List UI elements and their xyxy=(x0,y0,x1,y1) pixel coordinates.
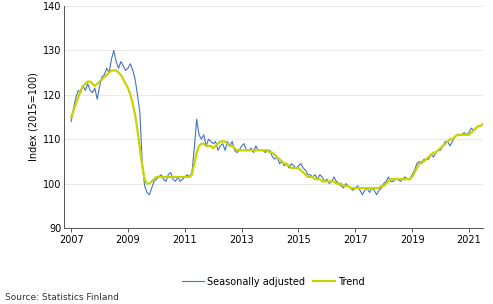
Seasonally adjusted xyxy=(68,120,74,123)
Seasonally adjusted xyxy=(341,186,347,190)
Trend xyxy=(348,186,353,190)
Seasonally adjusted xyxy=(307,173,313,177)
Text: Source: Statistics Finland: Source: Statistics Finland xyxy=(5,293,119,302)
Seasonally adjusted xyxy=(85,82,91,85)
Trend xyxy=(305,175,311,179)
Line: Seasonally adjusted: Seasonally adjusted xyxy=(71,50,493,195)
Seasonally adjusted xyxy=(111,49,117,52)
Trend xyxy=(463,133,469,136)
Trend xyxy=(108,69,114,72)
Seasonally adjusted xyxy=(277,162,282,165)
Line: Trend: Trend xyxy=(71,71,493,188)
Seasonally adjusted xyxy=(463,133,469,136)
Y-axis label: Index (2015=100): Index (2015=100) xyxy=(29,73,38,161)
Trend xyxy=(85,80,91,83)
Seasonally adjusted xyxy=(146,193,152,196)
Seasonally adjusted xyxy=(428,153,434,157)
Legend: Seasonally adjusted, Trend: Seasonally adjusted, Trend xyxy=(178,273,369,291)
Trend xyxy=(68,115,74,119)
Trend xyxy=(428,153,434,157)
Trend xyxy=(274,155,280,159)
Trend xyxy=(338,182,344,185)
